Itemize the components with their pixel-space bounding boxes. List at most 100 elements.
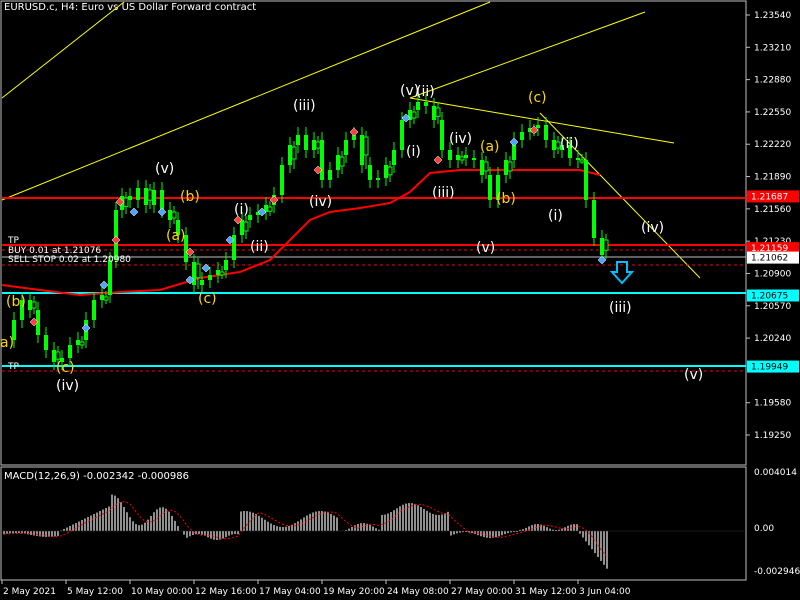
price-label: 1.19949 xyxy=(751,363,788,373)
candle xyxy=(147,189,153,201)
candle xyxy=(224,260,228,270)
candle xyxy=(416,102,420,110)
price-tick: 1.20240 xyxy=(754,334,791,344)
price-label: 1.21687 xyxy=(751,192,788,202)
candle xyxy=(360,135,364,165)
wave-label: (i) xyxy=(548,208,563,224)
candle xyxy=(171,211,177,219)
trade-marker xyxy=(401,113,411,123)
wave-label: (i) xyxy=(234,202,249,218)
price-tick: 1.21890 xyxy=(754,173,791,183)
candle xyxy=(320,140,324,180)
candle xyxy=(176,220,180,235)
wave-label: (a) xyxy=(166,228,186,244)
candle xyxy=(411,111,417,119)
macd-signal-line xyxy=(3,501,608,558)
wave-label: (b) xyxy=(6,294,26,310)
trade-marker xyxy=(111,235,121,245)
candle xyxy=(76,340,80,345)
time-tick: 27 May 00:00 xyxy=(451,587,513,597)
price-tick: 1.23210 xyxy=(754,43,791,53)
trade-marker xyxy=(157,207,167,217)
wave-label: (c) xyxy=(198,291,217,307)
trade-marker xyxy=(81,323,91,333)
macd-tick: 0.004014 xyxy=(754,468,797,478)
candle xyxy=(168,210,172,220)
price-label-bg xyxy=(747,360,799,373)
candle xyxy=(195,263,201,279)
buy-label: BUY 0.01 at 1.21076 xyxy=(8,246,101,256)
wave-label: (b) xyxy=(496,191,516,207)
trade-marker xyxy=(233,215,243,225)
macd-title: MACD(12,26,9) -0.002342 -0.000986 xyxy=(4,471,189,482)
candle xyxy=(144,188,148,205)
candle xyxy=(480,160,484,175)
price-tick: 1.20900 xyxy=(754,269,791,279)
trade-markers xyxy=(29,113,607,333)
candle xyxy=(123,197,129,207)
candle xyxy=(291,146,297,160)
wave-label: (a) xyxy=(480,139,500,155)
candle xyxy=(496,175,500,200)
time-tick: 3 Jun 04:00 xyxy=(579,587,631,597)
wave-label: (iii) xyxy=(293,98,316,114)
price-tick: 1.20570 xyxy=(754,302,791,312)
candle xyxy=(592,200,596,238)
candle xyxy=(208,275,212,280)
candle xyxy=(288,145,292,165)
candle xyxy=(52,350,56,362)
price-label: 1.20675 xyxy=(751,291,788,301)
candle xyxy=(248,215,252,220)
wave-label: (v) xyxy=(400,83,419,99)
trade-marker xyxy=(433,155,443,165)
candle xyxy=(55,351,61,360)
wave-label: (v) xyxy=(155,161,174,177)
wave-label: (ii) xyxy=(250,239,269,255)
price-tick: 1.22220 xyxy=(754,140,791,150)
trade-marker xyxy=(313,165,323,175)
candle xyxy=(36,310,40,335)
candle xyxy=(384,165,388,178)
candle xyxy=(312,140,316,150)
price-label-bg xyxy=(747,190,799,203)
candle xyxy=(243,221,249,232)
candle xyxy=(544,125,548,140)
time-tick: 17 May 04:00 xyxy=(259,587,321,597)
wave-label: (c) xyxy=(528,90,547,106)
chart-title: EURUSD.c, H4: Euro vs US Dollar Forward … xyxy=(4,2,257,13)
candle xyxy=(603,239,609,251)
sell-stop-label: SELL STOP 0.02 at 1.20980 xyxy=(8,255,131,265)
candle xyxy=(488,175,492,200)
candle xyxy=(280,165,284,195)
candle xyxy=(344,140,348,155)
trade-marker xyxy=(509,137,519,147)
candle xyxy=(219,271,225,276)
candle xyxy=(256,212,260,215)
tp2-label: TP xyxy=(7,362,19,372)
candle xyxy=(568,145,572,158)
trendlines[interactable] xyxy=(1,1,701,279)
candle xyxy=(79,341,85,346)
candle xyxy=(304,135,308,150)
wave-label: (i) xyxy=(406,144,421,160)
candle xyxy=(440,120,444,150)
candle xyxy=(128,196,132,200)
wave-label: (iii) xyxy=(432,185,455,201)
trade-marker xyxy=(29,317,39,327)
candle xyxy=(520,132,524,140)
candle xyxy=(68,345,72,358)
candle xyxy=(103,296,109,301)
order-lines[interactable] xyxy=(2,197,746,372)
candle xyxy=(387,166,393,176)
candles xyxy=(12,94,609,370)
price-tick: 1.23540 xyxy=(754,11,791,21)
main-panel-frame xyxy=(0,0,747,466)
candle xyxy=(456,155,460,160)
price-label: 1.21062 xyxy=(751,254,788,264)
candle xyxy=(600,238,604,255)
wave-label: (v) xyxy=(684,367,703,383)
wave-labels-yellow: (b) a) (c) (b) (a) (c) (a) (b) (c) xyxy=(0,90,547,376)
candle xyxy=(240,220,244,235)
